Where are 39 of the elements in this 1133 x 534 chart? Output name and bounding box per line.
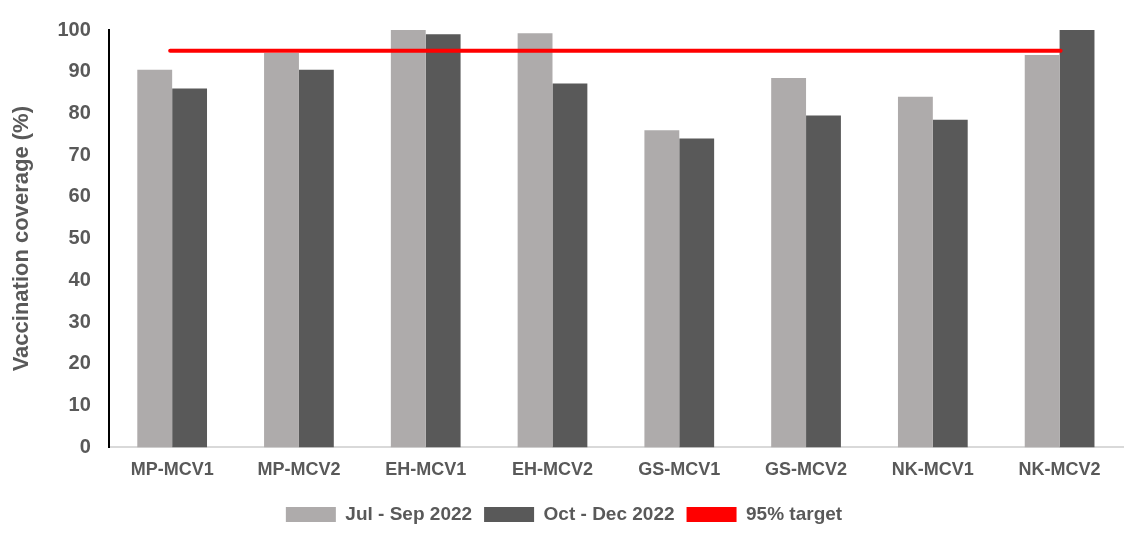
y-tick-label: 90: [68, 59, 91, 82]
y-tick-label: 100: [57, 17, 91, 40]
x-tick-label: NK-MCV1: [891, 459, 974, 480]
bar: [644, 130, 680, 448]
bar: [298, 69, 334, 448]
legend-label: Jul - Sep 2022: [345, 502, 473, 524]
bar: [679, 138, 715, 448]
y-axis-title: Vaccination coverage (%): [8, 106, 34, 372]
x-tick-label: EH-MCV2: [511, 459, 593, 480]
legend-label: Oct - Dec 2022: [543, 502, 675, 524]
y-tick-label: 50: [68, 226, 91, 249]
bar: [932, 119, 968, 448]
y-tick-label: 80: [68, 101, 91, 123]
x-tick-label: GS-MCV1: [638, 459, 721, 480]
bar: [172, 88, 208, 448]
x-tick-label: EH-MCV1: [385, 459, 467, 480]
legend-label: 95% target: [746, 502, 843, 524]
y-tick-label: 20: [68, 351, 91, 374]
y-tick-label: 60: [68, 184, 91, 207]
y-tick-label: 10: [68, 393, 91, 416]
bar: [390, 30, 426, 448]
bar: [771, 78, 807, 448]
bar: [1024, 55, 1060, 448]
y-tick-label: 0: [79, 434, 91, 457]
y-tick-label: 40: [68, 267, 91, 290]
y-tick-label: 70: [68, 142, 91, 165]
y-tick-label: 30: [68, 309, 91, 332]
x-tick-label: NK-MCV2: [1018, 459, 1101, 480]
bar: [897, 96, 933, 448]
bar: [425, 34, 461, 448]
x-tick-label: MP-MCV1: [130, 459, 214, 480]
x-tick-label: MP-MCV2: [257, 459, 341, 480]
bar: [517, 33, 553, 448]
bar: [137, 69, 173, 448]
bar: [806, 115, 841, 448]
bar: [1059, 30, 1095, 448]
x-tick-label: GS-MCV2: [765, 459, 848, 480]
bar: [552, 83, 588, 448]
bar: [264, 52, 299, 448]
